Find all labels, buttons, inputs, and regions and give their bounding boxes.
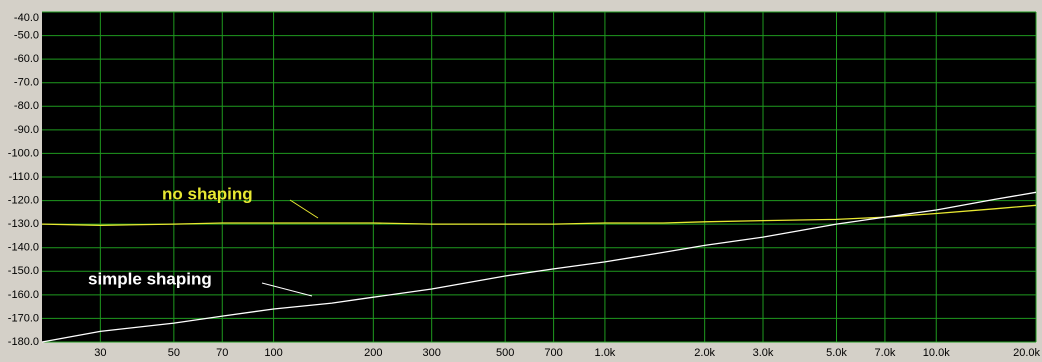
x-tick-label: 70 — [216, 347, 228, 359]
annotation-leader — [289, 199, 319, 219]
y-tick-label: -100.0 — [8, 147, 39, 159]
x-tick-label: 100 — [264, 347, 282, 359]
y-tick-label: -60.0 — [14, 53, 39, 65]
annotation: simple shaping — [88, 269, 212, 288]
x-tick-label: 7.0k — [875, 347, 896, 359]
x-tick-label: 200 — [364, 347, 382, 359]
line-series — [41, 191, 1037, 343]
x-tick-label: 50 — [168, 347, 180, 359]
y-tick-label: -110.0 — [9, 171, 39, 183]
x-tick-label: 700 — [544, 347, 562, 359]
x-tick-label: 30 — [94, 347, 106, 359]
annotation: no shaping — [162, 184, 253, 203]
y-tick-label: -80.0 — [14, 100, 39, 112]
y-tick-label: -170.0 — [8, 312, 39, 324]
y-tick-label: -40.0 — [14, 12, 39, 24]
x-tick-label: 3.0k — [753, 347, 774, 359]
y-tick-label: -120.0 — [8, 194, 39, 206]
y-tick-label: -50.0 — [14, 29, 39, 41]
y-tick-label: -130.0 — [8, 218, 39, 230]
y-tick-label: -70.0 — [14, 77, 39, 89]
x-tick-label: 2.0k — [694, 347, 715, 359]
annotation-leader — [261, 282, 313, 297]
x-tick-label: 10.0k — [923, 347, 950, 359]
y-tick-label: -180.0 — [8, 336, 39, 348]
y-tick-label: -160.0 — [8, 289, 39, 301]
x-tick-label: 300 — [422, 347, 440, 359]
x-tick-label: 1.0k — [595, 347, 616, 359]
x-tick-label: 500 — [496, 347, 514, 359]
x-tick-label: 5.0k — [826, 347, 847, 359]
y-tick-label: -140.0 — [8, 242, 39, 254]
y-tick-label: -90.0 — [14, 124, 39, 136]
y-tick-label: -150.0 — [8, 265, 39, 277]
x-tick-label: 20.0k — [1013, 347, 1040, 359]
